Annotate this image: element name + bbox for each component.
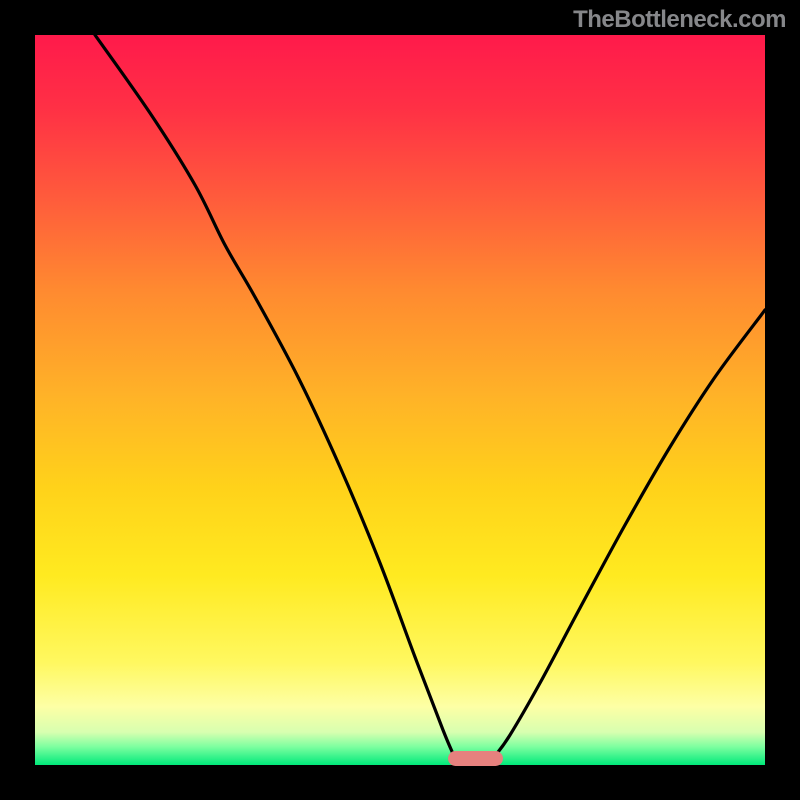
- chart-frame: TheBottleneck.com: [0, 0, 800, 800]
- curve-left-branch: [95, 35, 454, 756]
- curve-right-branch: [495, 310, 765, 756]
- optimal-marker: [448, 751, 503, 766]
- watermark-text: TheBottleneck.com: [573, 6, 786, 34]
- bottleneck-curve: [35, 35, 765, 765]
